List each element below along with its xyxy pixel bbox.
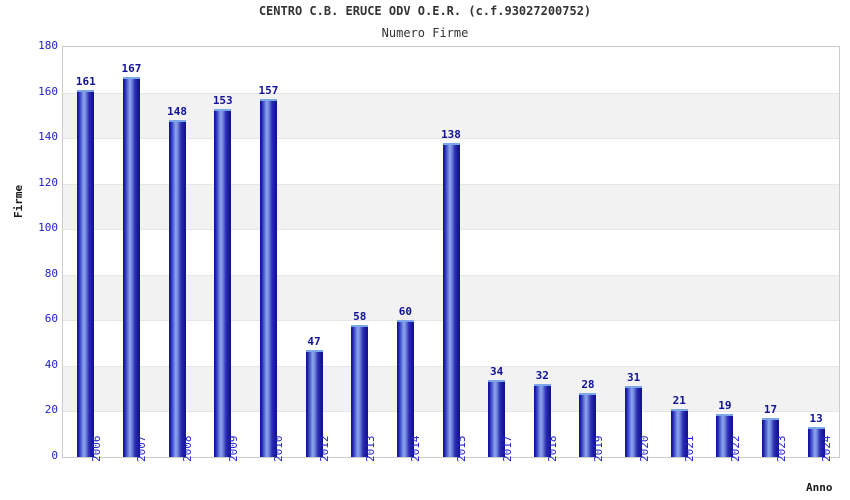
bar-value-label: 32 bbox=[535, 369, 549, 383]
x-axis-tick: 2012 bbox=[318, 435, 332, 463]
bar-value-label: 34 bbox=[490, 364, 504, 378]
bar-value-label: 28 bbox=[581, 378, 595, 392]
bar-value-label: 153 bbox=[212, 93, 233, 107]
x-axis-tick: 2009 bbox=[226, 435, 240, 463]
y-axis-tick: 100 bbox=[38, 221, 58, 235]
bar[interactable] bbox=[716, 413, 734, 457]
bar[interactable] bbox=[488, 379, 506, 457]
x-axis-tick: 2008 bbox=[181, 435, 195, 463]
y-axis-tick: 0 bbox=[51, 449, 58, 462]
bar-value-label: 47 bbox=[307, 334, 321, 348]
plot-area: 161 167 148 153 157 47 58 60 138 34 32 28 31 21 19 17 13 bbox=[62, 46, 840, 458]
x-axis-tick: 2006 bbox=[89, 435, 103, 463]
x-axis-tick: 2024 bbox=[820, 435, 834, 463]
bar-value-label: 58 bbox=[353, 309, 367, 323]
y-axis-tick: 60 bbox=[44, 312, 58, 326]
bar-value-label: 167 bbox=[121, 61, 142, 75]
bar[interactable] bbox=[168, 119, 186, 457]
bar[interactable] bbox=[259, 99, 277, 457]
bar[interactable] bbox=[351, 324, 369, 457]
x-axis-tick: 2013 bbox=[363, 435, 377, 463]
x-axis-title: Anno bbox=[806, 481, 833, 494]
chart-title: CENTRO C.B. ERUCE ODV O.E.R. (c.f.930272… bbox=[258, 4, 592, 18]
y-axis-tick: 140 bbox=[38, 130, 58, 144]
bar-value-label: 21 bbox=[672, 394, 686, 408]
bar-value-label: 148 bbox=[167, 104, 188, 118]
bar[interactable] bbox=[442, 142, 460, 457]
bar[interactable] bbox=[214, 108, 232, 457]
bar[interactable] bbox=[122, 76, 140, 457]
y-axis-tick: 80 bbox=[44, 266, 58, 280]
bar-value-label: 60 bbox=[398, 305, 412, 319]
bar-value-label: 17 bbox=[763, 403, 778, 417]
bar-value-label: 19 bbox=[718, 398, 732, 412]
bar[interactable] bbox=[625, 386, 643, 457]
x-axis-tick: 2014 bbox=[409, 435, 423, 463]
bar[interactable] bbox=[77, 90, 95, 457]
bar-value-label: 13 bbox=[809, 412, 823, 426]
bar[interactable] bbox=[762, 418, 780, 457]
x-axis-tick: 2023 bbox=[774, 435, 788, 463]
bar[interactable] bbox=[670, 409, 688, 457]
y-axis-title: Firme bbox=[12, 184, 25, 218]
x-axis-tick: 2017 bbox=[500, 435, 514, 463]
x-axis-tick: 2019 bbox=[591, 435, 605, 463]
y-axis-tick-labels: 180 160 140 120 100 80 60 40 20 0 bbox=[0, 0, 58, 500]
gridline bbox=[63, 138, 839, 140]
bar-value-label: 161 bbox=[75, 75, 96, 89]
bar[interactable] bbox=[305, 349, 323, 457]
x-axis-tick: 2015 bbox=[455, 435, 468, 463]
bar-value-label: 31 bbox=[626, 371, 641, 385]
bar-value-label: 157 bbox=[258, 84, 279, 98]
x-axis-tick: 2018 bbox=[546, 435, 560, 463]
bar[interactable] bbox=[533, 384, 551, 457]
y-axis-tick: 40 bbox=[44, 357, 58, 371]
x-axis-tick: 2010 bbox=[272, 435, 286, 463]
bar[interactable] bbox=[807, 427, 825, 457]
y-axis-tick: 180 bbox=[38, 39, 58, 52]
x-axis-tick: 2020 bbox=[637, 435, 651, 463]
bar[interactable] bbox=[396, 320, 414, 457]
x-axis-tick: 2022 bbox=[728, 435, 742, 463]
x-axis-tick: 2021 bbox=[683, 435, 697, 463]
chart-subtitle: Numero Firme bbox=[381, 26, 469, 40]
bar[interactable] bbox=[579, 393, 597, 457]
y-axis-tick: 20 bbox=[44, 403, 58, 417]
bar-value-label: 138 bbox=[441, 127, 461, 141]
gridline bbox=[63, 92, 839, 94]
y-axis-tick: 120 bbox=[38, 175, 58, 189]
x-axis-tick: 2007 bbox=[135, 435, 149, 463]
y-axis-tick: 160 bbox=[38, 84, 58, 98]
plot-band bbox=[63, 92, 839, 139]
